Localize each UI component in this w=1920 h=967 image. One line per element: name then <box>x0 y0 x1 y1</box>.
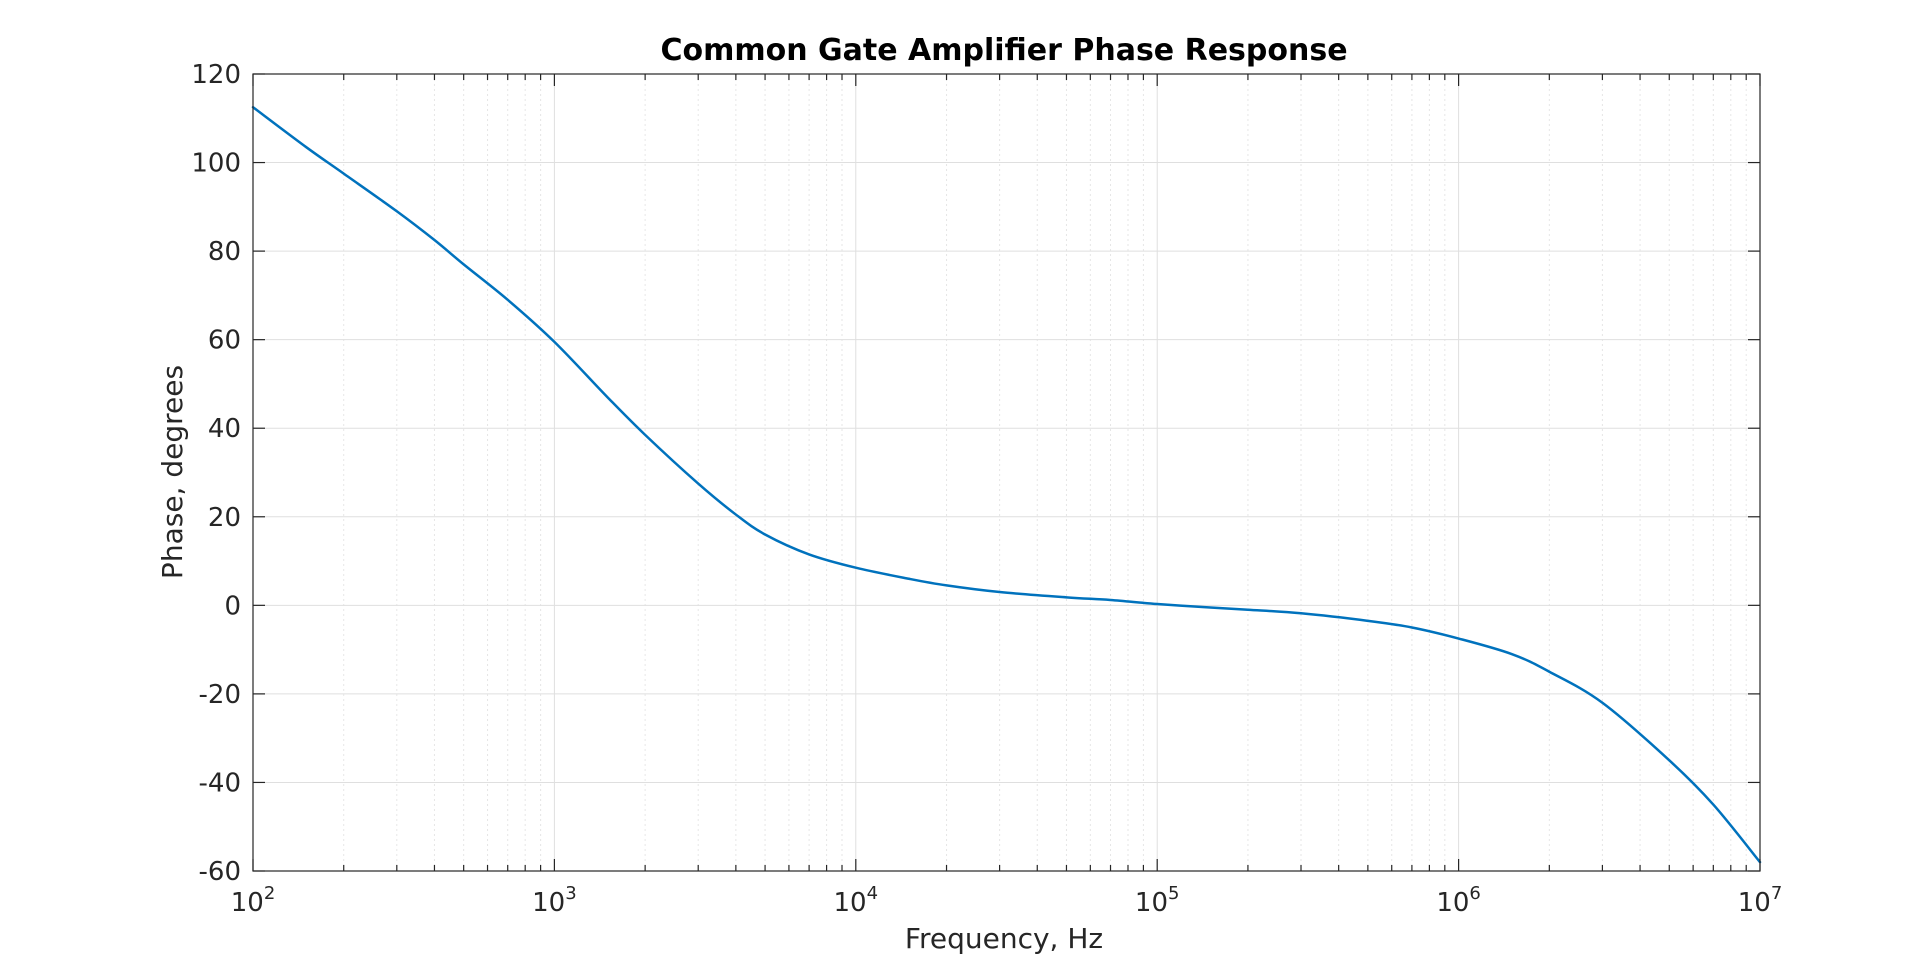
y-axis-label: Phase, degrees <box>156 365 189 579</box>
x-tick-labels: 102 103 104 105 106 107 <box>231 883 1783 918</box>
x-tick-label: 105 <box>1135 883 1180 918</box>
x-tick-base: 10 <box>231 888 264 918</box>
y-tick-label: 100 <box>191 149 241 179</box>
x-tick-base: 10 <box>1135 888 1168 918</box>
y-tick-label: 80 <box>208 237 241 267</box>
tick-marks <box>252 73 1761 872</box>
series-layer <box>251 105 1762 864</box>
y-tick-label: 20 <box>208 503 241 533</box>
x-axis-label: Frequency, Hz <box>905 922 1103 955</box>
axes-box <box>252 73 1761 872</box>
y-tick-labels: 120 100 80 60 40 20 0 -20 -40 -60 <box>191 60 241 887</box>
x-tick-exponent: 3 <box>565 883 576 904</box>
y-tick-label: -60 <box>199 857 241 887</box>
y-tick-label: -20 <box>199 680 241 710</box>
x-tick-label: 106 <box>1436 883 1481 918</box>
x-tick-exponent: 4 <box>867 883 878 904</box>
major-grid <box>253 74 1760 871</box>
x-tick-label: 104 <box>834 883 879 918</box>
phase-series-line <box>251 105 1762 864</box>
x-tick-label: 103 <box>532 883 577 918</box>
y-tick-label: 120 <box>191 60 241 90</box>
x-tick-base: 10 <box>532 888 565 918</box>
x-tick-label: 107 <box>1738 883 1783 918</box>
y-tick-label: 60 <box>208 326 241 356</box>
x-tick-base: 10 <box>834 888 867 918</box>
y-tick-label: 40 <box>208 414 241 444</box>
y-tick-label: 0 <box>224 591 241 621</box>
x-tick-base: 10 <box>1738 888 1771 918</box>
y-tick-label: -40 <box>199 768 241 798</box>
x-tick-label: 102 <box>231 883 276 918</box>
x-tick-exponent: 7 <box>1771 883 1782 904</box>
x-tick-exponent: 5 <box>1168 883 1179 904</box>
x-tick-base: 10 <box>1436 888 1469 918</box>
chart-title: Common Gate Amplifier Phase Response <box>660 33 1347 68</box>
x-tick-exponent: 6 <box>1469 883 1480 904</box>
x-tick-exponent: 2 <box>264 883 275 904</box>
